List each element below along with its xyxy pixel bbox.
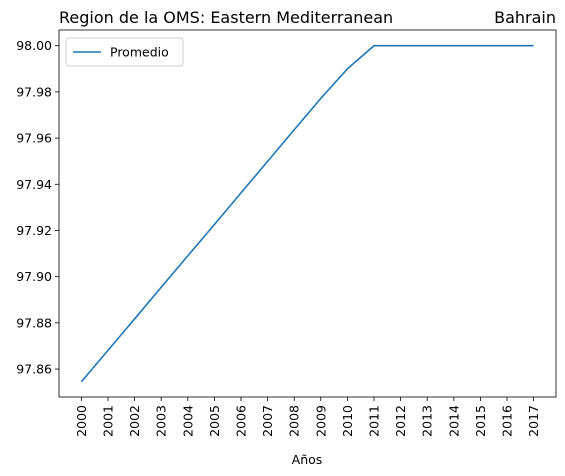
x-tick-label: 2013 bbox=[420, 405, 435, 437]
x-tick-label: 2003 bbox=[154, 405, 169, 437]
x-tick-label: 2005 bbox=[207, 405, 222, 437]
legend-label: Promedio bbox=[110, 45, 169, 60]
x-tick-label: 2014 bbox=[446, 405, 461, 437]
x-tick-label: 2002 bbox=[127, 405, 142, 437]
x-tick-label: 2010 bbox=[340, 405, 355, 437]
legend: Promedio bbox=[65, 37, 184, 67]
y-tick-label: 97.86 bbox=[16, 362, 52, 377]
x-tick-label: 2004 bbox=[180, 405, 195, 437]
y-tick-label: 97.96 bbox=[16, 131, 52, 146]
y-axis: 97.86 97.88 97.90 97.92 97.94 97.96 97.98 98.00 bbox=[16, 38, 59, 377]
legend-box bbox=[65, 37, 184, 67]
y-tick-label: 97.88 bbox=[16, 315, 52, 330]
x-tick-label: 2016 bbox=[500, 405, 515, 437]
y-tick-label: 97.94 bbox=[16, 177, 52, 192]
x-tick-label: 2007 bbox=[260, 405, 275, 437]
plot-frame bbox=[58, 29, 557, 398]
y-tick-label: 98.00 bbox=[16, 38, 52, 53]
series-line-0 bbox=[80, 44, 534, 383]
y-tick-label: 97.92 bbox=[16, 223, 52, 238]
x-axis-label: Años bbox=[292, 452, 323, 467]
x-tick-label: 2011 bbox=[367, 405, 382, 437]
x-tick-label: 2017 bbox=[526, 405, 541, 437]
x-tick-label: 2006 bbox=[233, 405, 248, 437]
plot-area bbox=[58, 29, 557, 398]
x-tick-label: 2008 bbox=[287, 405, 302, 437]
x-tick-label: 2012 bbox=[393, 405, 408, 437]
x-tick-label: 2001 bbox=[100, 405, 115, 437]
y-tick-label: 97.98 bbox=[16, 84, 52, 99]
chart-title-left: Region de la OMS: Eastern Mediterranean bbox=[59, 8, 393, 27]
x-tick-label: 2015 bbox=[473, 405, 488, 437]
x-tick-label: 2000 bbox=[74, 405, 89, 437]
x-tick-label: 2009 bbox=[313, 405, 328, 437]
x-axis: 2000 2001 2002 2003 2004 2005 2006 2007 2008 2009… bbox=[74, 397, 541, 437]
chart-title-right: Bahrain bbox=[494, 8, 556, 27]
y-tick-label: 97.90 bbox=[16, 269, 52, 284]
